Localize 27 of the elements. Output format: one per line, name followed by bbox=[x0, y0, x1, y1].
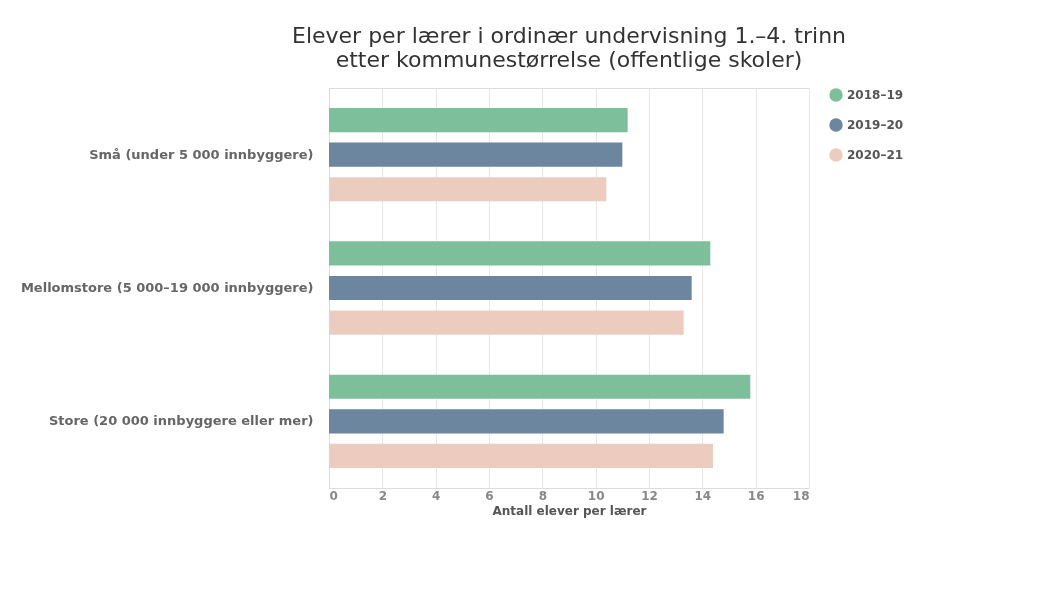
x-tick-label: 0 bbox=[329, 488, 338, 503]
bar bbox=[329, 409, 724, 434]
x-tick-label: 12 bbox=[641, 488, 658, 503]
bar bbox=[329, 275, 692, 301]
x-tick-label: 6 bbox=[485, 488, 494, 503]
y-tick-label: Mellomstore (5 000–19 000 innbyggere) bbox=[20, 280, 314, 295]
x-tick-label: 8 bbox=[538, 488, 548, 503]
x-tick-label: 16 bbox=[747, 488, 765, 503]
bar bbox=[329, 177, 607, 202]
x-tick-label: 2 bbox=[378, 488, 388, 503]
bar bbox=[329, 443, 713, 468]
bar bbox=[329, 310, 684, 335]
legend-label: 2019–20 bbox=[847, 118, 904, 132]
bar bbox=[329, 241, 711, 266]
x-tick-label: 14 bbox=[694, 488, 712, 503]
bar bbox=[329, 142, 623, 167]
bar bbox=[329, 374, 751, 399]
y-tick-label: Store (20 000 innbyggere eller mer) bbox=[48, 413, 314, 429]
y-tick-label: Små (under 5 000 innbyggere) bbox=[89, 146, 314, 162]
chart-title: Elever per lærer i ordinær undervisning 1.–4. trinn etter kommunestørrelse (offentlige skoler) bbox=[291, 23, 847, 72]
bar bbox=[329, 108, 628, 133]
x-tick-label: 10 bbox=[587, 488, 605, 503]
legend-label: 2020–21 bbox=[847, 148, 904, 162]
x-tick-label: 18 bbox=[792, 488, 810, 503]
x-tick-label: 4 bbox=[431, 488, 441, 503]
x-axis-title: Antall elever per lærer bbox=[492, 503, 647, 518]
legend-label: 2018–19 bbox=[847, 88, 904, 102]
